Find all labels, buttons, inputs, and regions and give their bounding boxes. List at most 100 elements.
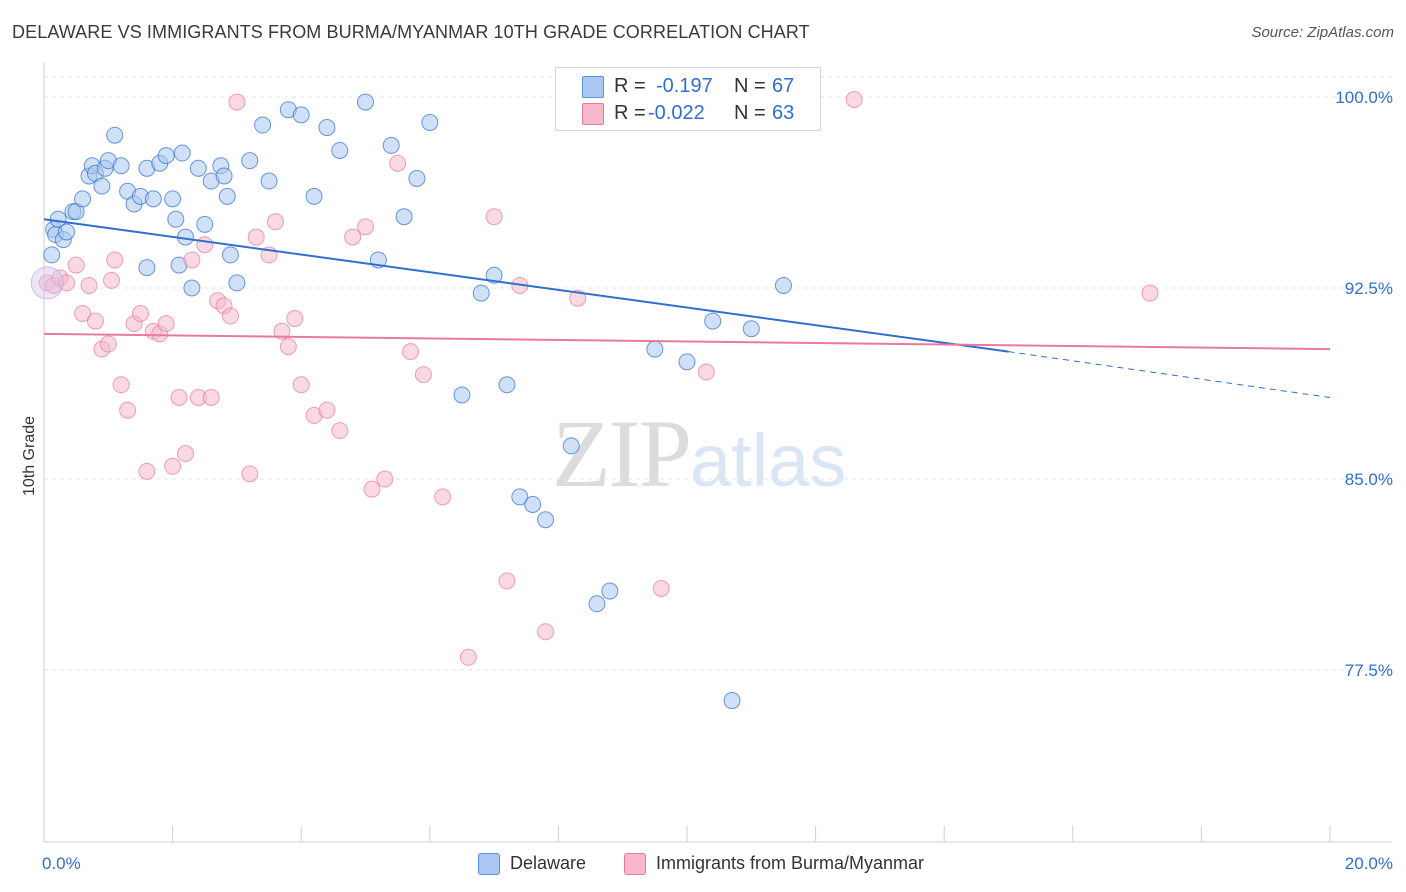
- point-burma: [247, 228, 265, 246]
- point-delaware: [408, 169, 426, 187]
- point-delaware: [189, 159, 207, 177]
- legend-n-value: 63: [772, 102, 795, 124]
- point-burma: [241, 465, 259, 483]
- point-delaware: [646, 340, 664, 358]
- legend-r-value: -0.022: [648, 102, 705, 124]
- point-delaware: [742, 320, 760, 338]
- legend-r-value: -0.197: [656, 75, 713, 97]
- point-delaware: [723, 692, 741, 710]
- point-burma: [331, 422, 349, 440]
- point-burma: [103, 271, 121, 289]
- bottom-legend-swatch-burma: [624, 853, 646, 875]
- point-delaware: [453, 386, 471, 404]
- point-burma: [363, 480, 381, 498]
- source-label: Source: ZipAtlas.com: [1251, 24, 1394, 41]
- x-tick-label: 0.0%: [42, 854, 81, 873]
- point-delaware: [382, 136, 400, 154]
- point-delaware: [562, 437, 580, 455]
- point-burma: [344, 228, 362, 246]
- watermark-zip: ZIP: [552, 400, 692, 507]
- y-tick-label: 77.5%: [1345, 661, 1393, 680]
- point-burma: [537, 623, 555, 641]
- point-burma: [402, 343, 420, 361]
- bottom-legend-burma: Immigrants from Burma/Myanmar: [656, 853, 925, 873]
- point-delaware: [678, 353, 696, 371]
- point-delaware: [218, 187, 236, 205]
- point-burma: [414, 366, 432, 384]
- point-burma: [357, 218, 374, 236]
- point-overlap-cluster: [30, 266, 64, 300]
- y-tick-label: 100.0%: [1335, 88, 1393, 107]
- legend-r-label: R =: [614, 75, 646, 97]
- trend-line-delaware-extension: [1008, 351, 1331, 399]
- point-burma: [434, 488, 452, 506]
- legend-n-label: N =: [734, 75, 766, 97]
- point-burma: [286, 310, 304, 328]
- point-burma: [138, 462, 156, 480]
- point-burma: [292, 376, 310, 394]
- y-axis-label: 10th Grade: [21, 416, 38, 496]
- point-delaware: [498, 376, 516, 394]
- point-burma: [459, 648, 477, 666]
- point-burma: [389, 154, 407, 172]
- point-burma: [652, 580, 670, 598]
- point-delaware: [704, 312, 722, 330]
- point-burma: [485, 208, 503, 226]
- point-delaware: [228, 274, 246, 292]
- point-burma: [157, 315, 175, 333]
- point-delaware: [472, 284, 490, 302]
- point-delaware: [74, 190, 92, 208]
- point-burma: [228, 93, 246, 111]
- point-burma: [221, 307, 239, 325]
- legend-r-label: R =: [614, 102, 646, 124]
- point-delaware: [43, 246, 61, 264]
- legend-n-value: 67: [772, 75, 795, 97]
- point-delaware: [196, 215, 214, 233]
- watermark-atlas: atlas: [690, 419, 847, 502]
- point-burma: [67, 256, 85, 274]
- point-burma: [498, 572, 516, 590]
- point-burma: [273, 322, 291, 340]
- watermark: ZIPatlas: [552, 398, 846, 509]
- point-delaware: [58, 223, 76, 241]
- point-delaware: [173, 144, 191, 162]
- point-burma: [697, 363, 715, 381]
- point-burma: [318, 401, 336, 419]
- point-burma: [170, 389, 188, 407]
- point-burma: [845, 91, 863, 109]
- chart-title: DELAWARE VS IMMIGRANTS FROM BURMA/MYANMA…: [12, 22, 810, 42]
- point-delaware: [254, 116, 272, 134]
- point-burma: [164, 457, 182, 475]
- point-burma: [80, 276, 98, 294]
- trend-line-burma: [43, 332, 1331, 351]
- legend-swatch-burma: [582, 103, 604, 125]
- legend-row-delaware: R = -0.197 N = 67: [556, 73, 820, 99]
- bottom-legend-swatch-delaware: [478, 853, 500, 875]
- point-burma: [131, 304, 149, 322]
- point-burma: [183, 251, 201, 269]
- point-delaware: [485, 266, 503, 284]
- legend: R = -0.197 N = 67 R = -0.022 N = 63: [555, 67, 821, 131]
- point-delaware: [260, 172, 278, 190]
- point-delaware: [93, 177, 111, 195]
- point-burma: [112, 376, 130, 394]
- point-delaware: [241, 152, 259, 170]
- point-delaware: [164, 190, 182, 208]
- point-delaware: [421, 113, 439, 131]
- bottom-legend: Delaware Immigrants from Burma/Myanmar: [478, 851, 978, 877]
- point-burma: [569, 289, 587, 307]
- bottom-legend-delaware: Delaware: [510, 853, 587, 873]
- point-delaware: [601, 582, 619, 600]
- point-delaware: [215, 167, 233, 185]
- point-delaware: [292, 106, 310, 124]
- point-burma: [376, 470, 394, 488]
- trend-line-delaware: [43, 218, 1009, 353]
- point-delaware: [221, 246, 239, 264]
- point-delaware: [112, 157, 130, 175]
- point-delaware: [318, 119, 336, 137]
- point-delaware: [305, 187, 323, 205]
- point-burma: [266, 213, 284, 231]
- point-burma: [279, 338, 297, 356]
- point-burma: [196, 236, 214, 254]
